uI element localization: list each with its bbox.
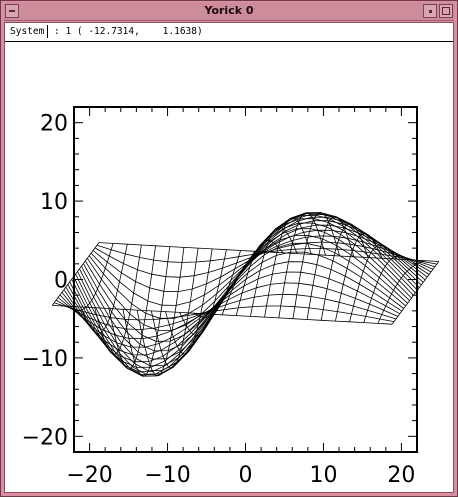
mesh-column-line bbox=[250, 226, 298, 317]
menu-icon bbox=[9, 10, 15, 12]
y-tick-label: 10 bbox=[40, 190, 68, 215]
y-tick-label: −10 bbox=[22, 347, 68, 372]
x-tick-label: −10 bbox=[144, 463, 190, 488]
window-menu-button[interactable] bbox=[5, 4, 19, 18]
mesh-column-line bbox=[122, 246, 171, 377]
mesh-column-line bbox=[165, 248, 213, 355]
coordinate-readout: : 1 ( -12.7314, 1.1638) bbox=[54, 26, 203, 37]
mesh-column-line bbox=[207, 251, 256, 315]
title-bar[interactable]: Yorick 0 bbox=[4, 3, 454, 21]
mesh-column-line bbox=[391, 261, 440, 325]
x-tick-label: 10 bbox=[309, 463, 337, 488]
mesh-column-line bbox=[264, 217, 312, 318]
mesh-column-line bbox=[278, 212, 326, 318]
mesh-column-line bbox=[235, 240, 284, 316]
mesh-column-line bbox=[221, 251, 269, 315]
mesh-column-line bbox=[136, 247, 185, 377]
maximize-button[interactable] bbox=[439, 4, 453, 18]
mesh-row-line bbox=[83, 214, 424, 352]
mesh-column-line bbox=[335, 233, 383, 322]
mesh-column-line bbox=[150, 248, 199, 369]
mesh-column-line bbox=[349, 244, 397, 322]
maximize-icon bbox=[442, 7, 450, 15]
status-bar: System : 1 ( -12.7314, 1.1638) bbox=[5, 23, 453, 42]
client-area: System : 1 ( -12.7314, 1.1638) −20 −10 0 10… bbox=[4, 22, 454, 493]
minimize-icon bbox=[429, 10, 432, 13]
y-tick-label: 0 bbox=[54, 269, 68, 294]
mesh-column-line bbox=[292, 212, 341, 319]
x-tick-label: 0 bbox=[239, 463, 253, 488]
status-system-label: System bbox=[7, 25, 49, 38]
mesh-column-line bbox=[94, 244, 142, 355]
axis-ticks bbox=[73, 106, 418, 453]
mesh-column-line bbox=[108, 245, 156, 370]
plot-canvas[interactable]: −20 −10 0 10 20 20 10 0 −10 −20 bbox=[5, 42, 453, 492]
mesh-column-line bbox=[193, 250, 241, 318]
y-axis-tick-labels: 20 10 0 −10 −20 bbox=[22, 112, 68, 451]
minimize-button[interactable] bbox=[423, 4, 437, 18]
x-tick-label: 20 bbox=[387, 463, 415, 488]
mesh-column-line bbox=[306, 216, 355, 320]
mesh-column-line bbox=[80, 244, 128, 334]
mesh-row-line bbox=[88, 224, 430, 319]
x-axis-tick-labels: −20 −10 0 10 20 bbox=[66, 463, 415, 488]
mesh-column-line bbox=[51, 242, 100, 306]
y-tick-label: −20 bbox=[22, 425, 68, 450]
mesh-column-line bbox=[363, 255, 411, 323]
mesh-column-line bbox=[179, 249, 227, 337]
x-tick-label: −20 bbox=[66, 463, 112, 488]
y-tick-label: 20 bbox=[40, 112, 68, 137]
surface-mesh bbox=[51, 212, 440, 377]
mesh-column-line bbox=[320, 223, 369, 321]
window-title: Yorick 0 bbox=[204, 4, 254, 17]
